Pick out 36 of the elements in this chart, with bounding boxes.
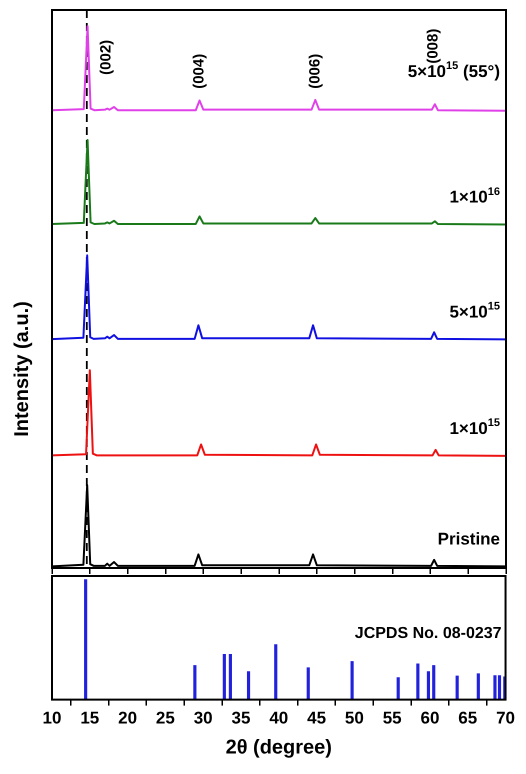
x-tick-label: 10: [42, 708, 62, 728]
x-tick-label: 50: [344, 708, 364, 728]
x-tick-label: 60: [420, 708, 440, 728]
x-tick-label: 35: [232, 708, 250, 728]
y-axis-title: Intensity (a.u.): [11, 301, 33, 437]
x-axis-title: 2θ (degree): [226, 736, 332, 759]
annotation: JCPDS No. 08-0237: [354, 624, 502, 642]
x-tick-label: 15: [80, 708, 100, 728]
bar: [228, 654, 232, 700]
bar: [432, 665, 436, 700]
x-tick-label: 20: [118, 708, 138, 728]
bar: [456, 676, 459, 700]
x-tick-label: 25: [156, 708, 175, 728]
bar: [84, 579, 88, 700]
bar: [476, 673, 480, 700]
x-tick-label: 70: [496, 708, 516, 728]
bar: [306, 667, 310, 700]
bar: [416, 664, 420, 700]
x-tick-label: 40: [269, 708, 288, 728]
series-label: Pristine: [438, 529, 500, 548]
x-tick-label: 65: [458, 708, 478, 728]
bar: [193, 665, 196, 700]
bar: [426, 671, 430, 700]
x-tick-label: 30: [194, 708, 213, 728]
bar: [350, 661, 354, 700]
x-tick-label: 55: [382, 708, 402, 728]
bar: [222, 654, 226, 700]
annotation: (002): [98, 40, 115, 75]
bar: [396, 677, 400, 700]
bar: [246, 671, 250, 700]
annotation: (006): [306, 54, 324, 89]
bar: [274, 644, 278, 700]
annotation: (004): [190, 54, 208, 89]
bar: [493, 675, 497, 700]
bar: [498, 675, 502, 700]
x-tick-label: 45: [307, 708, 326, 728]
